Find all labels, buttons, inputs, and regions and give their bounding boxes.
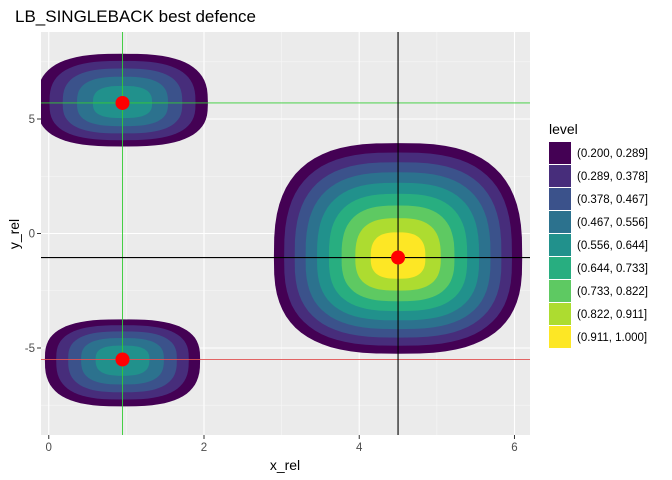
legend: level (0.200, 0.289] (0.289, 0.378] (0.378…: [549, 121, 648, 348]
legend-label: (0.467, 0.556]: [577, 217, 648, 229]
data-point: [115, 95, 130, 110]
reference-lines: [41, 32, 530, 435]
legend-label: (0.289, 0.378]: [577, 171, 648, 183]
legend-label: (0.822, 0.911]: [577, 309, 647, 321]
legend-label: (0.378, 0.467]: [577, 194, 648, 206]
x-axis: 0 2 4 6: [46, 435, 518, 454]
legend-key: [549, 326, 571, 348]
x-tick-label: 0: [46, 442, 52, 454]
points: [115, 95, 406, 367]
legend-label: (0.556, 0.644]: [577, 240, 648, 252]
x-tick-label: 6: [511, 442, 517, 454]
legend-label: (0.200, 0.289]: [577, 148, 648, 160]
density-contours: [41, 53, 523, 407]
legend-key: [549, 211, 571, 233]
legend-key: [549, 142, 571, 164]
legend-key: [549, 303, 571, 325]
data-point: [391, 250, 406, 265]
legend-key: [549, 234, 571, 256]
legend-key: [549, 257, 571, 279]
y-axis-title: y_rel: [6, 219, 22, 249]
y-tick-label: 0: [29, 229, 35, 241]
x-tick-label: 4: [356, 442, 363, 454]
y-tick-label: -5: [25, 343, 35, 355]
legend-title: level: [549, 121, 578, 137]
x-axis-title: x_rel: [270, 457, 300, 473]
legend-label: (0.911, 1.000]: [577, 332, 647, 344]
data-point: [115, 352, 130, 367]
legend-label: (0.733, 0.822]: [577, 286, 648, 298]
y-axis: -5 0 5: [25, 114, 41, 355]
chart-title: LB_SINGLEBACK best defence: [15, 7, 256, 26]
legend-key: [549, 188, 571, 210]
x-tick-label: 2: [201, 442, 207, 454]
legend-key: [549, 280, 571, 302]
legend-key: [549, 165, 571, 187]
legend-label: (0.644, 0.733]: [577, 263, 648, 275]
y-tick-label: 5: [29, 114, 35, 126]
